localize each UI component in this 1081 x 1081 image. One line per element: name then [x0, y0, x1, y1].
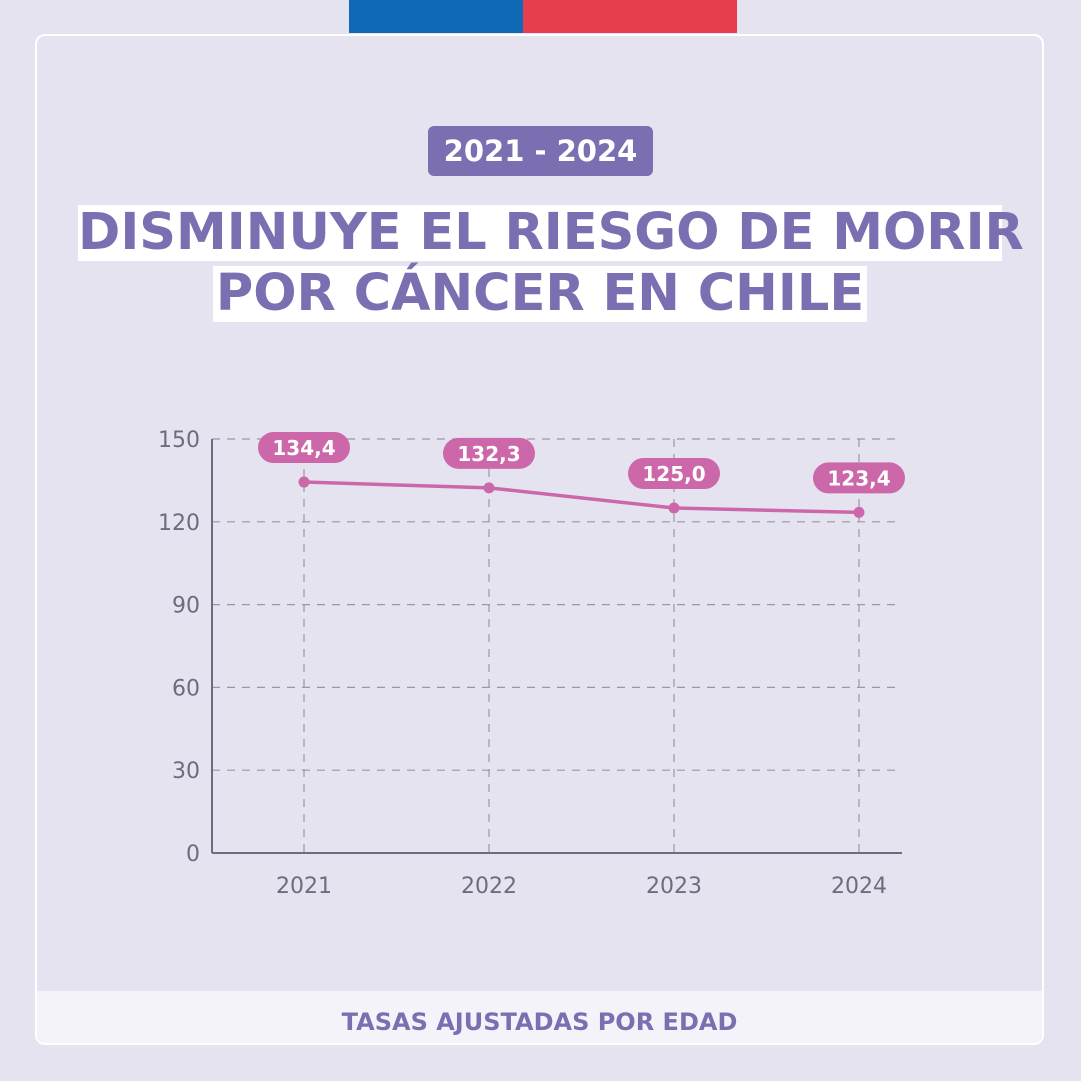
footer-caption: TASAS AJUSTADAS POR EDAD	[37, 991, 1042, 1043]
data-label-pill	[258, 432, 350, 464]
headline-line-2: POR CÁNCER EN CHILE	[213, 266, 867, 322]
data-point	[483, 482, 495, 494]
flag-red-stripe	[523, 0, 737, 33]
data-label: 134,4	[272, 436, 335, 460]
data-point	[298, 476, 310, 488]
y-tick-label: 30	[172, 759, 200, 784]
x-tick-label: 2021	[276, 874, 332, 899]
x-tick-label: 2024	[831, 874, 887, 899]
data-label: 123,4	[827, 466, 890, 490]
x-tick-label: 2022	[461, 874, 517, 899]
year-range-badge: 2021 - 2024	[428, 126, 653, 176]
flag-blue-stripe	[349, 0, 523, 33]
x-tick-label: 2023	[646, 874, 702, 899]
data-label-pill	[813, 462, 905, 494]
y-tick-label: 60	[172, 676, 200, 701]
headline-line-1: DISMINUYE EL RIESGO DE MORIR	[78, 203, 1024, 262]
data-label-pill	[443, 437, 535, 469]
infographic-card	[35, 34, 1044, 1045]
series-line	[303, 480, 860, 515]
mortality-line-chart: 0 30 60 90 120 150 2021 2022 2023 2024 134,4 132,3 1…	[158, 428, 905, 899]
y-tick-label: 0	[186, 842, 200, 867]
data-point	[668, 502, 680, 514]
data-label: 132,3	[457, 442, 520, 466]
y-tick-label: 90	[172, 594, 200, 619]
y-tick-label: 150	[158, 428, 200, 453]
data-label: 125,0	[642, 462, 705, 486]
data-label-pill	[628, 458, 720, 489]
y-tick-label: 120	[158, 511, 200, 536]
data-point	[853, 506, 865, 518]
